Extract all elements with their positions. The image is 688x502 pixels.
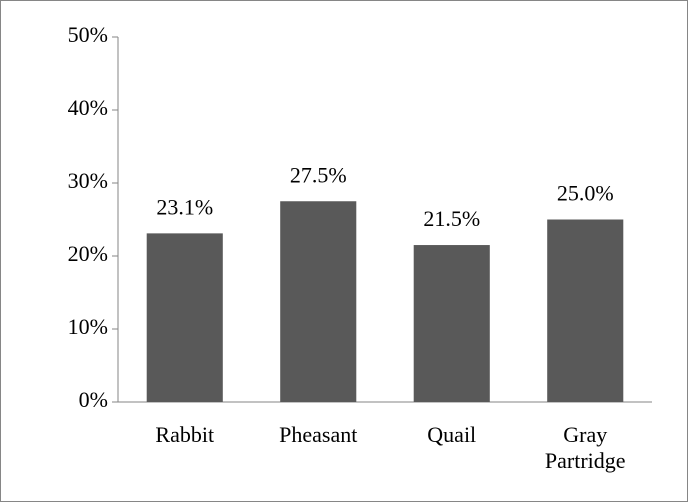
y-tick-label: 40% [68,95,108,120]
y-tick-label: 30% [68,168,108,193]
x-tick-label: Quail [427,422,477,447]
y-tick-label: 10% [68,314,108,339]
y-tick-label: 20% [68,241,108,266]
bar [547,219,624,402]
y-tick-label: 50% [68,22,108,47]
bar [146,233,223,402]
x-tick-label: Rabbit [155,422,215,447]
data-label: 27.5% [290,162,347,187]
data-label: 25.0% [557,181,614,206]
bar [413,245,490,402]
y-tick-label: 0% [79,387,108,412]
x-tick-label: Gray Partridge [544,422,626,473]
bar [280,201,357,402]
data-label: 23.1% [156,194,213,219]
data-label: 21.5% [423,206,480,231]
x-tick-label: Pheasant [279,422,358,447]
